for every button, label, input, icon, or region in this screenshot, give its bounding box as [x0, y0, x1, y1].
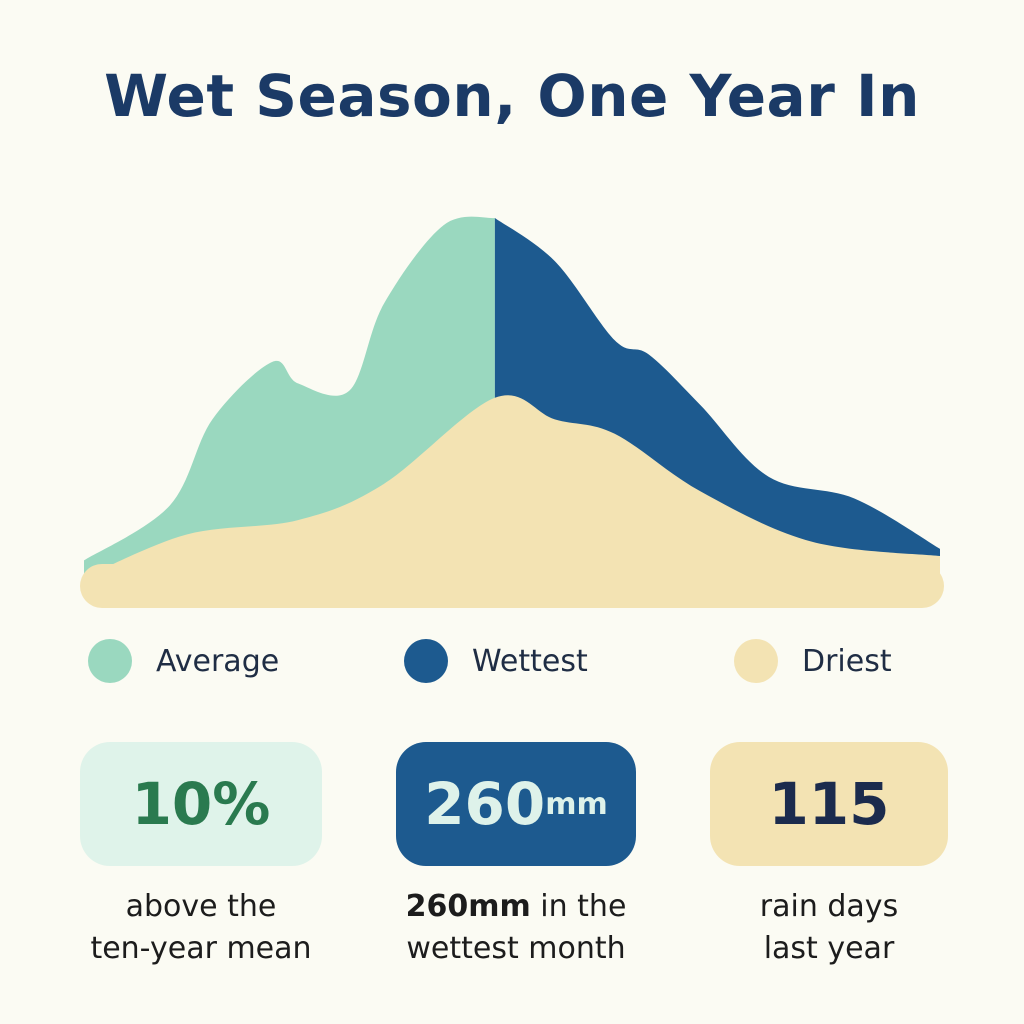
legend-swatch-wettest — [404, 639, 448, 683]
legend-item-average: Average — [88, 638, 279, 684]
stat-caption-rain-days: rain days last year — [690, 886, 968, 970]
caption-line: rain days — [759, 889, 899, 924]
stat-caption-wettest-month: 260mm in the wettest month — [376, 886, 656, 970]
caption-line: above the — [125, 889, 277, 924]
area-series-driest — [84, 395, 940, 592]
legend-item-driest: Driest — [734, 638, 892, 684]
chart-title: Wet Season, One Year In — [104, 62, 920, 130]
stat-value: 260 — [424, 770, 546, 838]
stat-box-above-mean: 10% — [80, 742, 322, 866]
caption-line: last year — [763, 931, 895, 966]
legend-item-wettest: Wettest — [404, 638, 588, 684]
caption-line: wettest month — [406, 931, 626, 966]
legend-label-average: Average — [156, 643, 280, 679]
stat-box-wettest-month: 260 mm — [396, 742, 636, 866]
caption-line: ten-year mean — [90, 931, 312, 966]
stat-unit: mm — [545, 786, 608, 822]
stat-box-rain-days: 115 — [710, 742, 948, 866]
legend-label-wettest: Wettest — [472, 643, 588, 679]
legend-swatch-average — [88, 639, 132, 683]
stat-value: 115 — [768, 770, 890, 838]
chart-baseline-band — [80, 564, 944, 608]
caption-emphasis: 260mm — [405, 889, 531, 924]
legend-swatch-driest — [734, 639, 778, 683]
area-chart — [80, 216, 944, 608]
stat-caption-above-mean: above the ten-year mean — [60, 886, 342, 970]
legend-label-driest: Driest — [802, 643, 892, 679]
caption-line: in the — [530, 889, 627, 924]
stat-value: 10% — [131, 770, 271, 838]
